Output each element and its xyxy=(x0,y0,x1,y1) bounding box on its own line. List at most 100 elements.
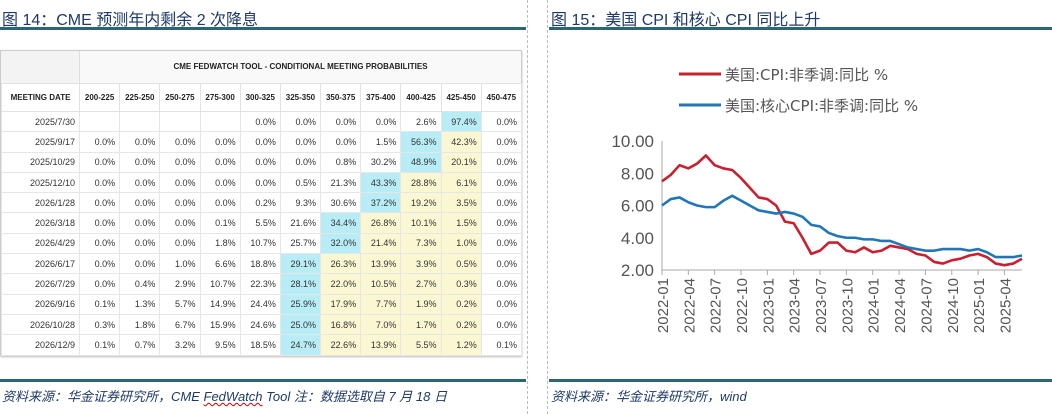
probability-cell: 0.0% xyxy=(119,253,161,275)
probability-cell: 0.0% xyxy=(480,273,523,295)
probability-cell: 0.0% xyxy=(78,273,121,295)
probability-cell: 43.3% xyxy=(360,171,402,194)
probability-cell: 2.7% xyxy=(400,273,442,295)
probability-cell: 0.0% xyxy=(119,151,161,173)
table-row: 2026/6/17 0.0% 0.0% 1.0% 6.6% 18.8% 29.1% 26.3%… xyxy=(1,253,523,275)
probability-cell: 7.7% xyxy=(360,293,402,315)
probability-cell: 1.5% xyxy=(440,212,482,234)
column-header: 200-225 xyxy=(78,83,121,112)
probability-cell: 0.1% xyxy=(480,334,523,356)
probability-cell: 0.3% xyxy=(440,273,482,295)
x-tick-label: 2024-10 xyxy=(945,278,962,333)
probability-cell: 10.7% xyxy=(239,232,281,255)
column-header: 275-300 xyxy=(199,83,241,112)
probability-cell: 1.0% xyxy=(440,232,482,255)
probability-cell xyxy=(159,110,201,133)
probability-cell: 24.4% xyxy=(239,293,281,315)
probability-cell: 56.3% xyxy=(400,131,442,153)
column-header: MEETING DATE xyxy=(1,83,80,112)
table-row: 2025/9/17 0.0% 0.0% 0.0% 0.0% 0.0% 0.0% 0.0% 1.5… xyxy=(1,131,523,153)
probability-cell: 0.0% xyxy=(239,171,281,194)
x-tick-label: 2025-04 xyxy=(997,278,1014,333)
cpi-line-chart: 2.00 4.00 6.00 8.00 10.00 2022-01 2022-04 2022-… xyxy=(611,66,1023,333)
probability-cell: 21.3% xyxy=(320,171,362,194)
table-row: 2026/3/18 0.0% 0.0% 0.0% 0.1% 5.5% 21.6% 34.4% 2… xyxy=(1,212,523,234)
probability-cell: 21.4% xyxy=(360,232,402,255)
x-tick-label: 2022-01 xyxy=(655,278,672,333)
x-tick-label: 2023-10 xyxy=(839,278,856,333)
probability-cell: 3.5% xyxy=(440,192,482,214)
probability-cell: 0.0% xyxy=(480,293,523,315)
probability-cell: 0.0% xyxy=(360,110,402,133)
meeting-date-cell: 2026/9/16 xyxy=(1,293,80,315)
probability-cell: 0.5% xyxy=(440,253,482,275)
probability-cell: 3.2% xyxy=(159,334,201,356)
y-tick-label: 10.00 xyxy=(611,132,654,151)
probability-cell: 2.9% xyxy=(159,273,201,295)
meeting-date-cell: 2026/10/28 xyxy=(1,313,80,336)
probability-cell: 0.1% xyxy=(78,334,121,356)
x-tick-label: 2025-01 xyxy=(971,278,988,333)
probability-cell xyxy=(78,110,121,133)
figure-15-panel: 图 15：美国 CPI 和核心 CPI 同比上升 2.00 4.00 6.00 8.0… xyxy=(549,0,1052,414)
probability-cell: 0.0% xyxy=(159,192,201,214)
probability-cell: 0.0% xyxy=(480,192,523,214)
probability-cell: 6.7% xyxy=(159,313,201,336)
probability-cell: 28.8% xyxy=(400,171,442,194)
probability-cell: 16.8% xyxy=(320,313,362,336)
y-tick-label: 4.00 xyxy=(621,229,654,248)
probability-cell: 0.3% xyxy=(78,313,121,336)
probability-cell: 29.1% xyxy=(279,253,322,275)
source-text: 资料来源：华金证券研究所，CME xyxy=(2,389,204,404)
probability-cell: 30.2% xyxy=(360,151,402,173)
probability-cell: 6.1% xyxy=(440,171,482,194)
probability-cell: 0.0% xyxy=(239,131,281,153)
legend-label: 美国:CPI:非季调:同比 % xyxy=(725,66,888,84)
probability-cell: 22.3% xyxy=(239,273,281,295)
source-fedwatch: FedWatch xyxy=(203,389,263,404)
probability-cell: 14.9% xyxy=(199,293,241,315)
y-tick-label: 2.00 xyxy=(621,261,654,280)
column-header: 350-375 xyxy=(320,83,362,112)
probability-cell: 10.7% xyxy=(199,273,241,295)
column-header: 425-450 xyxy=(440,83,482,112)
probability-cell: 0.0% xyxy=(78,232,121,255)
probability-cell: 9.3% xyxy=(279,192,322,214)
probability-cell: 5.7% xyxy=(159,293,201,315)
x-tick-label: 2022-04 xyxy=(681,278,698,333)
probability-cell: 26.3% xyxy=(320,253,362,275)
probability-cell: 3.9% xyxy=(400,253,442,275)
probability-cell: 0.0% xyxy=(279,151,322,173)
probability-cell: 0.0% xyxy=(199,192,241,214)
column-header: 225-250 xyxy=(119,83,161,112)
probability-cell: 0.0% xyxy=(239,110,281,133)
meeting-date-cell: 2026/3/18 xyxy=(1,212,80,234)
probability-cell: 1.9% xyxy=(400,293,442,315)
x-tick-label: 2023-04 xyxy=(787,278,804,333)
probability-cell: 25.0% xyxy=(279,313,322,336)
legend-label: 美国:核心CPI:非季调:同比 % xyxy=(725,97,918,115)
probability-cell: 0.5% xyxy=(279,171,322,194)
y-tick-label: 8.00 xyxy=(621,164,654,183)
column-header: 375-400 xyxy=(360,83,402,112)
x-tick-label: 2024-07 xyxy=(918,278,935,333)
table-row: 2025/7/30 0.0% 0.0% 0.0% 0.0% 2.6% 97.4% 0.0% xyxy=(1,110,523,133)
probability-cell: 0.0% xyxy=(119,192,161,214)
table-row: 2026/4/29 0.0% 0.0% 0.0% 1.8% 10.7% 25.7% 32.0%… xyxy=(1,232,523,255)
meeting-date-cell: 2026/4/29 xyxy=(1,232,80,255)
probability-cell: 19.2% xyxy=(400,192,442,214)
meeting-date-cell: 2025/7/30 xyxy=(1,110,80,133)
probability-cell: 1.0% xyxy=(159,253,201,275)
x-tick-label: 2023-01 xyxy=(760,278,777,333)
probability-cell: 0.0% xyxy=(159,171,201,194)
probability-cell: 0.0% xyxy=(480,131,523,153)
probability-cell: 6.6% xyxy=(199,253,241,275)
probability-cell: 0.0% xyxy=(119,131,161,153)
probability-cell: 25.7% xyxy=(279,232,322,255)
probability-cell: 15.9% xyxy=(199,313,241,336)
probability-cell: 10.1% xyxy=(400,212,442,234)
probability-cell: 22.0% xyxy=(320,273,362,295)
footer-divider xyxy=(549,379,1052,382)
y-tick-label: 6.00 xyxy=(621,197,654,216)
column-header: 400-425 xyxy=(400,83,442,112)
